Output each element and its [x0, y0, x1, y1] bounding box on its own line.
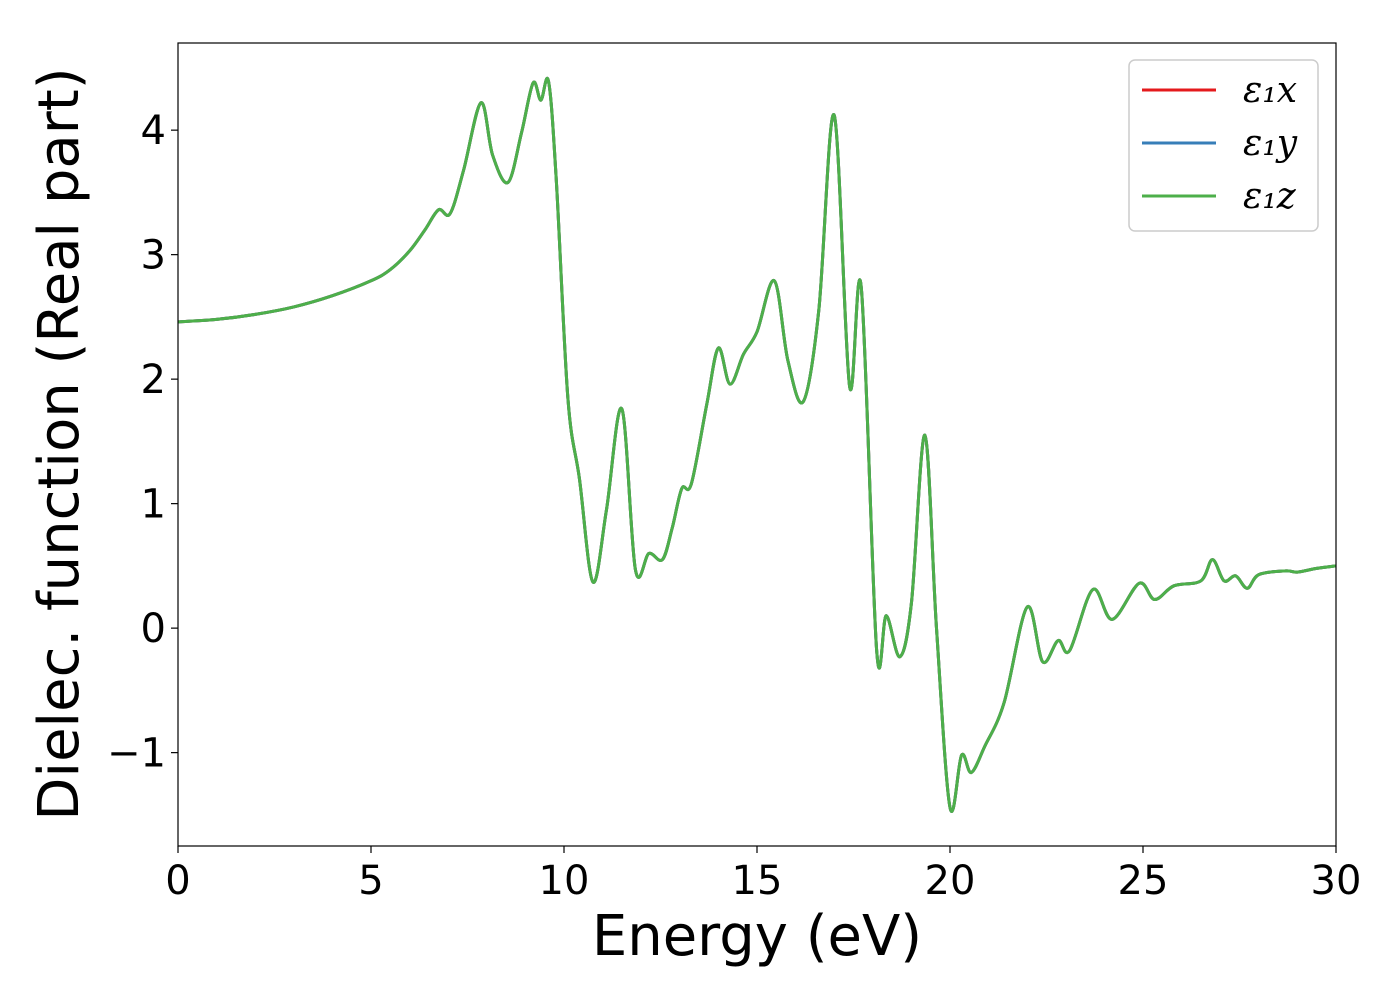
y-tick-label: 2 [141, 357, 166, 403]
x-tick-label: 15 [732, 858, 783, 904]
x-tick-label: 10 [539, 858, 590, 904]
y-tick-label: 3 [141, 233, 166, 279]
legend-label: ε₁y [1243, 123, 1298, 164]
y-tick-label: 4 [141, 108, 166, 154]
legend-label: ε₁x [1243, 70, 1297, 111]
x-tick-label: 25 [1118, 858, 1169, 904]
x-tick-label: 30 [1311, 858, 1362, 904]
x-tick-label: 0 [165, 858, 190, 904]
series-layer [178, 77, 1336, 813]
series-line-3 [178, 77, 1336, 813]
x-tick-label: 20 [925, 858, 976, 904]
x-axis-label: Energy (eV) [592, 904, 922, 969]
legend: ε₁x ε₁y ε₁z [1128, 59, 1319, 232]
y-tick-label: 0 [141, 606, 166, 652]
legend-label: ε₁z [1243, 176, 1297, 217]
y-axis-label: Dielec. function (Real part) [27, 67, 92, 820]
y-tick-label: 1 [141, 482, 166, 528]
y-tick-label: −1 [107, 731, 166, 777]
y-axis: −1 0 1 2 3 4 [107, 108, 178, 777]
x-axis: 0 5 10 15 20 25 30 [165, 846, 1361, 904]
legend-frame [1128, 59, 1319, 232]
x-tick-label: 5 [358, 858, 383, 904]
